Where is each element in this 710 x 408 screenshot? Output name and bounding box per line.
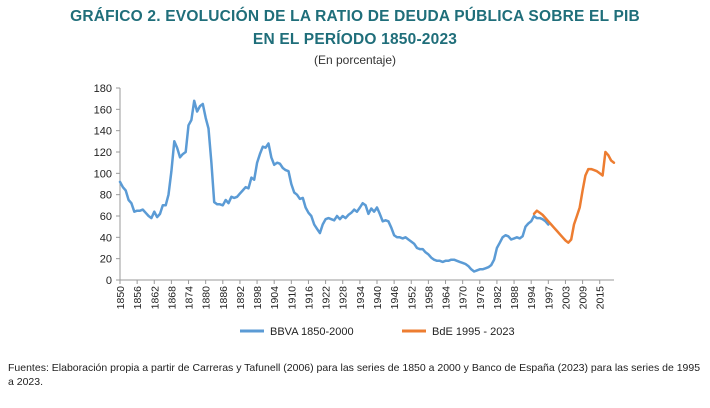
x-tick-label: 1910 bbox=[286, 286, 298, 310]
x-tick-label: 1940 bbox=[372, 286, 384, 310]
y-tick-label: 180 bbox=[94, 83, 112, 95]
x-tick-label: 1997 bbox=[543, 286, 555, 310]
legend-bbva-label: BBVA 1850-2000 bbox=[270, 326, 354, 338]
x-tick-label: 1958 bbox=[423, 286, 435, 310]
x-tick-label: 1868 bbox=[166, 286, 178, 310]
y-tick-label: 20 bbox=[100, 254, 112, 266]
x-tick-label: 1928 bbox=[338, 286, 350, 310]
y-tick-label: 40 bbox=[100, 232, 112, 244]
x-tick-label: 1892 bbox=[235, 286, 247, 310]
x-tick-label: 1952 bbox=[406, 286, 418, 310]
y-tick-label: 140 bbox=[94, 126, 112, 138]
x-tick-label: 2009 bbox=[578, 286, 590, 310]
x-tick-label: 1904 bbox=[269, 286, 281, 310]
x-tick-label: 1994 bbox=[526, 286, 538, 310]
x-tick-label: 2015 bbox=[595, 286, 607, 310]
x-tick-label: 1856 bbox=[132, 286, 144, 310]
series-line-bde bbox=[532, 150, 616, 244]
y-tick-label: 60 bbox=[100, 211, 112, 223]
x-tick-label: 1964 bbox=[441, 286, 453, 310]
y-tick-label: 0 bbox=[106, 275, 112, 287]
source-note: Fuentes: Elaboración propia a partir de … bbox=[8, 362, 701, 388]
x-tick-label: 1898 bbox=[252, 286, 264, 310]
x-tick-label: 1982 bbox=[492, 286, 504, 310]
x-tick-label: 1988 bbox=[509, 286, 521, 310]
x-tick-label: 1946 bbox=[389, 286, 401, 310]
chart-subtitle: (En porcentaje) bbox=[313, 53, 397, 67]
x-tick-label: 1874 bbox=[184, 286, 196, 310]
x-tick-label: 1976 bbox=[475, 286, 487, 310]
x-tick-label: 1916 bbox=[303, 286, 315, 310]
series-line-bbva bbox=[118, 99, 550, 273]
y-tick-label: 120 bbox=[94, 147, 112, 159]
x-tick-label: 1886 bbox=[218, 286, 230, 310]
x-tick-label: 2003 bbox=[560, 286, 572, 310]
x-tick-label: 1850 bbox=[115, 286, 127, 310]
x-tick-label: 1970 bbox=[458, 286, 470, 310]
chart-title-line1: GRÁFICO 2. EVOLUCIÓN DE LA RATIO DE DEUD… bbox=[70, 8, 640, 25]
x-tick-label: 1934 bbox=[355, 286, 367, 310]
x-tick-label: 1922 bbox=[321, 286, 333, 310]
y-tick-label: 160 bbox=[94, 104, 112, 116]
debt-ratio-chart: 0 20 40 60 80 100 120 140 160 180 1850 1856 1862 1868… bbox=[94, 83, 616, 338]
legend-bde-label: BdE 1995 - 2023 bbox=[432, 326, 515, 338]
y-tick-label: 80 bbox=[100, 190, 112, 202]
chart-title-line2: EN EL PERÍODO 1850-2023 bbox=[252, 31, 458, 48]
x-tick-label: 1862 bbox=[149, 286, 161, 310]
x-tick-label: 1880 bbox=[201, 286, 213, 310]
y-tick-label: 100 bbox=[94, 168, 112, 180]
